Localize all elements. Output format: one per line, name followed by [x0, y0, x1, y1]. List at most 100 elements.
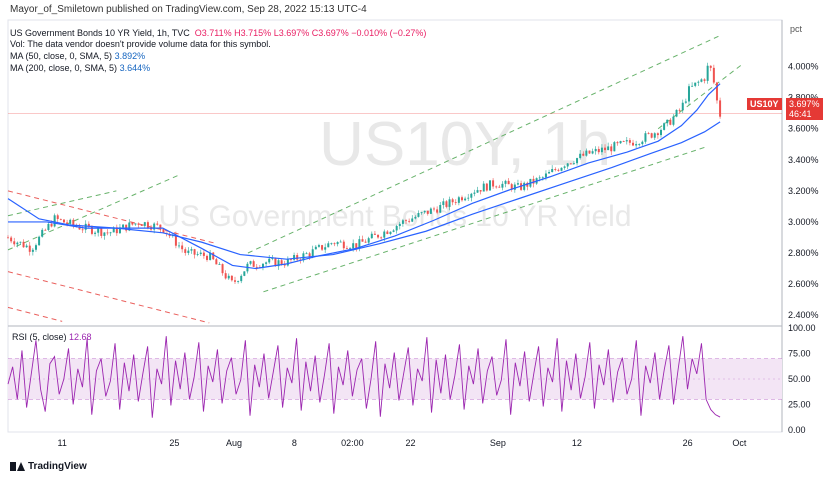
- candle-body: [719, 100, 722, 117]
- candle-body: [669, 119, 672, 125]
- candle-body: [330, 243, 333, 245]
- candle-body: [25, 245, 28, 248]
- candle-body: [100, 228, 103, 236]
- candle-body: [324, 247, 327, 250]
- candle-body: [554, 168, 557, 170]
- candle-body: [635, 144, 638, 146]
- candle-body: [588, 150, 591, 154]
- candle-body: [426, 210, 429, 214]
- candle-body: [255, 266, 258, 268]
- candle-body: [585, 150, 588, 156]
- candle-body: [112, 227, 115, 233]
- candle-body: [423, 210, 426, 213]
- candle-body: [429, 208, 432, 214]
- candle-body: [143, 222, 146, 226]
- candle-body: [7, 237, 9, 239]
- candle-body: [498, 186, 501, 188]
- candle-body: [118, 227, 121, 234]
- candle-body: [445, 201, 448, 207]
- candle-body: [672, 116, 675, 125]
- ma50-legend[interactable]: MA (50, close, 0, SMA, 5) 3.892%: [10, 51, 145, 62]
- price-tick-label: 3.200%: [788, 186, 819, 196]
- candle-body: [373, 233, 376, 235]
- candle-body: [538, 177, 541, 179]
- candle-body: [156, 223, 159, 225]
- candle-body: [656, 133, 659, 136]
- candle-body: [327, 243, 330, 248]
- candle-body: [358, 239, 361, 249]
- candle-body: [579, 153, 582, 159]
- candle-body: [454, 202, 457, 204]
- price-tick-label: 2.800%: [788, 248, 819, 258]
- candle-body: [638, 144, 641, 145]
- candle-body: [709, 65, 712, 68]
- published-caption: Mayor_of_Smiletown published on TradingV…: [10, 4, 367, 15]
- ohlc-change: −0.010% (−0.27%): [351, 28, 427, 38]
- candle-body: [451, 199, 454, 203]
- candle-body: [476, 190, 479, 193]
- candle-body: [666, 119, 669, 124]
- candle-body: [345, 248, 348, 250]
- price-tick-label: 4.000%: [788, 62, 819, 72]
- candle-body: [106, 232, 109, 234]
- candle-body: [591, 151, 594, 154]
- candle-body: [684, 101, 687, 103]
- candle-body: [293, 255, 296, 260]
- price-tick-label: 2.400%: [788, 310, 819, 320]
- candle-body: [377, 234, 380, 238]
- candle-body: [392, 230, 395, 232]
- candle-body: [159, 224, 162, 229]
- candle-body: [479, 190, 482, 192]
- candle-body: [616, 142, 619, 144]
- candle-body: [715, 82, 718, 101]
- candle-body: [218, 264, 221, 265]
- candle-body: [355, 243, 358, 249]
- candle-body: [582, 153, 585, 156]
- candle-body: [460, 197, 463, 201]
- candle-body: [56, 215, 59, 219]
- candle-body: [604, 147, 607, 151]
- candle-body: [405, 220, 408, 222]
- candle-body: [41, 229, 44, 237]
- rsi-label: RSI (5, close): [12, 332, 67, 342]
- ma200-line: [7, 121, 721, 260]
- candle-body: [137, 223, 140, 225]
- candle-body: [417, 213, 420, 217]
- candle-body: [224, 273, 227, 279]
- candle-body: [712, 67, 715, 83]
- candle-body: [47, 223, 50, 230]
- ma50-label: MA (50, close, 0, SMA, 5): [10, 51, 113, 61]
- candle-body: [196, 254, 199, 255]
- candle-body: [22, 241, 25, 248]
- candle-body: [687, 86, 690, 102]
- candle-body: [597, 148, 600, 153]
- price-tick-label: 3.800%: [788, 93, 819, 103]
- candle-body: [408, 220, 411, 222]
- candle-body: [202, 252, 205, 256]
- candle-body: [647, 133, 650, 134]
- candle-body: [482, 183, 485, 192]
- candle-body: [240, 275, 243, 282]
- candle-body: [131, 222, 134, 225]
- candle-body: [109, 232, 112, 234]
- candle-body: [233, 280, 236, 282]
- candle-body: [694, 82, 697, 86]
- candle-body: [386, 231, 389, 234]
- tradingview-footer[interactable]: TradingView: [10, 461, 87, 472]
- symbol-legend[interactable]: US Government Bonds 10 YR Yield, 1h, TVC…: [10, 28, 426, 39]
- candle-body: [62, 219, 65, 223]
- x-tick-label: 26: [683, 438, 693, 448]
- candle-body: [230, 275, 233, 281]
- candle-body: [252, 261, 255, 267]
- candle-body: [532, 178, 535, 184]
- candle-body: [495, 186, 498, 188]
- candle-body: [317, 245, 320, 247]
- candle-body: [19, 241, 22, 243]
- candle-body: [367, 238, 370, 243]
- rsi-legend[interactable]: RSI (5, close) 12.68: [12, 332, 92, 342]
- candle-body: [349, 248, 352, 250]
- candle-body: [572, 163, 575, 165]
- x-tick-label: Oct: [732, 438, 747, 448]
- ma200-legend[interactable]: MA (200, close, 0, SMA, 5) 3.644%: [10, 63, 150, 74]
